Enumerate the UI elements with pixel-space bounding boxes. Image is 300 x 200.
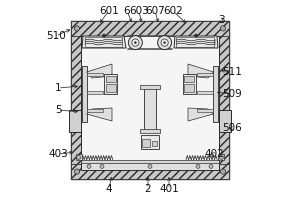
Text: 3: 3 bbox=[218, 15, 224, 25]
Bar bbox=[106, 76, 116, 82]
Bar bbox=[71, 21, 229, 179]
Text: 511: 511 bbox=[222, 67, 242, 77]
Text: 602: 602 bbox=[163, 6, 183, 16]
Text: 510: 510 bbox=[46, 31, 65, 41]
Bar bbox=[144, 88, 156, 132]
Text: 403: 403 bbox=[48, 149, 68, 159]
Text: 603: 603 bbox=[129, 6, 149, 16]
Bar bbox=[76, 154, 82, 160]
Bar bbox=[183, 74, 196, 94]
Circle shape bbox=[209, 164, 213, 168]
Circle shape bbox=[102, 34, 106, 37]
Bar bbox=[197, 109, 213, 112]
Bar bbox=[87, 91, 103, 94]
Bar bbox=[141, 135, 159, 149]
Bar bbox=[184, 76, 194, 82]
Bar bbox=[71, 164, 229, 179]
Bar bbox=[106, 84, 116, 92]
Bar bbox=[219, 110, 231, 132]
Circle shape bbox=[74, 169, 80, 174]
Circle shape bbox=[158, 36, 172, 50]
Bar bbox=[81, 160, 219, 163]
Bar bbox=[213, 66, 218, 122]
Text: 607: 607 bbox=[145, 6, 165, 16]
Text: 6: 6 bbox=[124, 6, 130, 16]
Text: 506: 506 bbox=[222, 123, 242, 133]
Bar bbox=[219, 36, 229, 164]
Bar bbox=[87, 109, 103, 112]
Bar bbox=[82, 66, 87, 122]
Bar bbox=[85, 37, 122, 47]
Circle shape bbox=[100, 164, 104, 168]
Bar bbox=[184, 84, 194, 92]
Bar bbox=[87, 73, 103, 76]
Circle shape bbox=[87, 164, 91, 168]
Bar bbox=[176, 37, 214, 47]
Text: 509: 509 bbox=[222, 89, 242, 99]
Polygon shape bbox=[188, 108, 213, 121]
Polygon shape bbox=[87, 64, 112, 78]
Text: 5: 5 bbox=[55, 105, 61, 115]
Circle shape bbox=[161, 39, 168, 46]
Bar bbox=[218, 154, 224, 160]
Circle shape bbox=[134, 42, 136, 44]
Bar bbox=[71, 36, 81, 164]
Circle shape bbox=[128, 36, 142, 50]
Polygon shape bbox=[174, 36, 218, 48]
Bar bbox=[140, 129, 160, 133]
Bar bbox=[140, 85, 160, 89]
Circle shape bbox=[220, 26, 226, 31]
Circle shape bbox=[164, 42, 166, 44]
Polygon shape bbox=[188, 64, 213, 78]
Circle shape bbox=[220, 169, 226, 174]
Bar bbox=[197, 73, 213, 76]
Bar bbox=[69, 110, 81, 132]
Bar bbox=[142, 139, 150, 147]
Text: 402: 402 bbox=[204, 149, 224, 159]
Circle shape bbox=[194, 34, 198, 37]
Circle shape bbox=[132, 39, 139, 46]
Circle shape bbox=[196, 164, 200, 168]
Bar bbox=[104, 74, 117, 94]
Text: 4: 4 bbox=[106, 184, 112, 194]
Text: 2: 2 bbox=[145, 184, 151, 194]
Circle shape bbox=[76, 155, 81, 159]
Circle shape bbox=[219, 155, 224, 159]
Text: 1: 1 bbox=[55, 83, 61, 93]
Bar bbox=[197, 91, 213, 94]
Polygon shape bbox=[82, 36, 126, 48]
Text: 601: 601 bbox=[99, 6, 119, 16]
Circle shape bbox=[148, 164, 152, 168]
Bar bbox=[152, 141, 157, 146]
Bar bbox=[80, 31, 220, 171]
Text: 401: 401 bbox=[159, 184, 179, 194]
Polygon shape bbox=[87, 108, 112, 121]
Circle shape bbox=[74, 26, 80, 31]
Bar bbox=[71, 21, 229, 36]
Bar bbox=[81, 162, 219, 170]
